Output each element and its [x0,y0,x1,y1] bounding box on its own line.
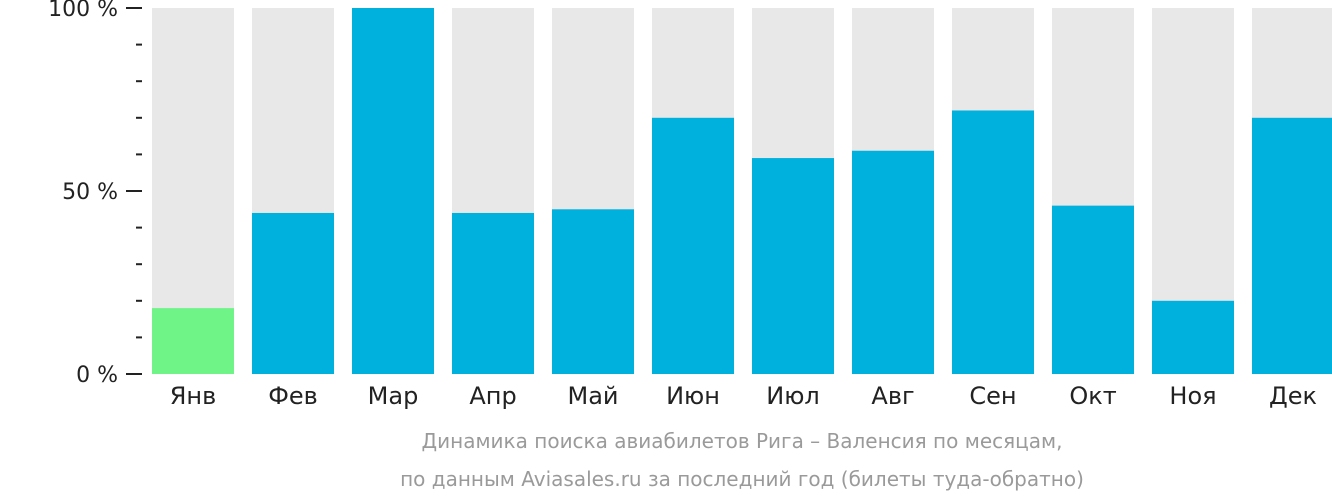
x-tick-label: Авг [871,382,914,410]
bar [552,209,634,374]
bars [152,8,1332,375]
y-axis: 0 % 50 % 100 % [48,0,142,388]
bar [1052,205,1134,374]
x-tick-label: Апр [469,382,516,410]
x-tick-label: Ноя [1169,382,1216,410]
bar [152,308,234,374]
x-tick-label: Сен [969,382,1016,410]
x-tick-label: Янв [170,382,217,410]
x-tick-label: Окт [1069,382,1116,410]
y-tick-label: 100 % [48,0,118,22]
bar [652,117,734,375]
bar [252,212,334,374]
bar [1252,117,1332,375]
y-tick-label: 0 % [76,363,118,388]
x-tick-label: Мар [368,382,419,410]
x-tick-label: Май [567,382,618,410]
x-tick-label: Дек [1269,382,1317,410]
bar [952,110,1034,374]
x-tick-label: Июн [666,382,720,410]
bar [452,212,534,374]
chart-caption-line-1: Динамика поиска авиабилетов Рига – Вален… [421,429,1063,453]
y-tick-label: 50 % [62,180,118,205]
chart-caption-line-2: по данным Aviasales.ru за последний год … [400,467,1084,491]
bar [1152,300,1234,374]
bar [752,158,834,374]
bar [352,8,434,374]
bar [852,150,934,374]
x-tick-label: Июл [766,382,820,410]
x-axis-labels: Янв Фев Мар Апр Май Июн Июл Авг Сен Окт Ноя Дек [170,382,1317,410]
x-tick-label: Фев [268,382,318,410]
bar-chart: 0 % 50 % 100 % Янв Фев Мар Апр Май Июн Июл Авг Сен… [48,0,1332,410]
